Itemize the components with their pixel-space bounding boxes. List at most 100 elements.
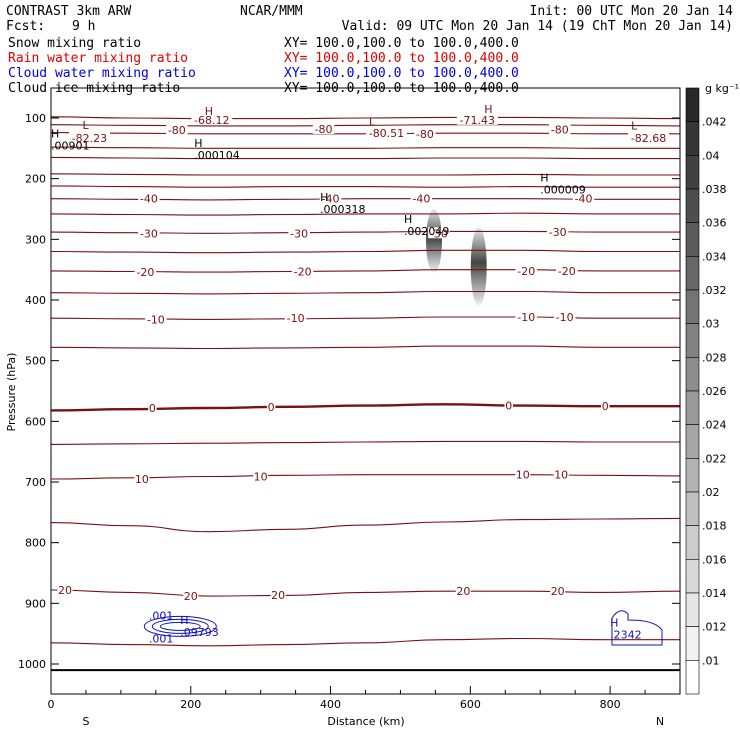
contour-label-bg: [414, 127, 436, 139]
model-title: CONTRAST 3km ARW: [6, 4, 131, 19]
xy-rain: XY= 100.0,100.0 to 100.0,400.0: [284, 51, 519, 66]
cloud-water-label: .001: [149, 633, 174, 646]
colorbar-swatch: [685, 525, 700, 560]
contour-label-bg: [410, 192, 433, 204]
contour-label: -40: [575, 193, 593, 206]
colorbar-tick-label: .014: [702, 587, 727, 600]
contour-label: -10: [147, 313, 165, 326]
isotherm--65: [51, 132, 680, 135]
marker-value: .000009: [540, 184, 586, 197]
marker-H: H: [484, 103, 492, 116]
contour-label: 10: [554, 469, 568, 482]
contour-label-bg: [134, 472, 150, 484]
isotherm-0: [51, 403, 680, 412]
x-tick-label: 200: [180, 698, 201, 711]
contour-label-bg: [515, 264, 537, 276]
colorbar-unit: g kg⁻¹: [705, 82, 739, 95]
contour-label-bg: [556, 264, 578, 276]
colorbar-swatch: [685, 289, 700, 324]
contour-label-bg: [134, 266, 157, 278]
contour-label-bg: [546, 226, 569, 238]
field-snow: Snow mixing ratio: [8, 36, 141, 51]
y-tick-label: 200: [25, 173, 46, 186]
contour-label-bg: [549, 123, 571, 135]
marker-value: .00901: [51, 139, 90, 152]
y-tick-label: 100: [25, 112, 46, 125]
contour-label-bg: [319, 192, 342, 204]
contour-label-bg: [253, 470, 269, 482]
marker-L: L: [82, 119, 89, 132]
contour-label: -20: [517, 265, 535, 278]
contour-label: 10: [135, 473, 149, 486]
cloud-water-label: .001: [149, 609, 174, 622]
ice-plume-1: [470, 227, 487, 307]
isotherm--60: [51, 146, 680, 149]
marker-value: .2342: [610, 628, 642, 641]
contour-label-bg: [365, 127, 407, 139]
x-tick-label: 400: [320, 698, 341, 711]
contour-label-bg: [138, 227, 160, 239]
marker-value: .002049: [404, 225, 450, 238]
marker-H: H: [180, 614, 188, 627]
isotherm--5: [51, 345, 680, 350]
marker-H: H: [51, 127, 59, 140]
contour-label-bg: [456, 113, 498, 125]
marker-H: H: [194, 137, 202, 150]
x-tick-label: 0: [48, 698, 55, 711]
colorbar-tick-label: .038: [702, 183, 727, 196]
valid-time: Valid: 09 UTC Mon 20 Jan 14 (19 ChT Mon …: [342, 19, 733, 34]
y-tick-label: 500: [25, 355, 46, 368]
south-label: S: [83, 715, 90, 728]
colorbar-tick-label: .03: [702, 318, 720, 331]
y-tick-label: 600: [25, 415, 46, 428]
contour-label: -30: [549, 226, 567, 239]
contour-label: 20: [184, 590, 198, 603]
cloud-water-contour-1: [151, 618, 209, 634]
contour-label: -10: [517, 311, 535, 324]
marker-H: H: [610, 616, 618, 629]
y-tick-label: 300: [25, 233, 46, 246]
xy-top: XY= 100.0,100.0 to 100.0,400.0: [284, 36, 519, 51]
colorbar-swatch: [685, 121, 700, 156]
contour-label: 20: [456, 585, 470, 598]
contour-label-bg: [291, 265, 314, 277]
isotherm-15: [51, 517, 680, 533]
contour-label: 20: [271, 589, 285, 602]
forecast-hour: 9 h: [72, 19, 95, 34]
x-tick-label: 800: [600, 698, 621, 711]
contour-label-bg: [553, 468, 569, 480]
contour-label-bg: [138, 192, 160, 204]
contour-label-bg: [266, 400, 276, 412]
colorbar-tick-label: .026: [702, 385, 727, 398]
contour-label-bg: [504, 399, 514, 411]
contour-label-bg: [312, 122, 335, 134]
contour-label: -40: [140, 193, 158, 206]
colorbar-swatch: [685, 222, 700, 257]
contour-label: -80.51: [369, 127, 404, 140]
colorbar-swatch: [685, 491, 700, 526]
colorbar-swatch: [685, 424, 700, 459]
plot-area: -68.12 -82.23 -80 -80 -80.51 -80 -80 -71.43 -82.…: [18, 87, 681, 711]
north-label: N: [656, 715, 664, 728]
contour-label: 0: [149, 402, 156, 415]
marker-H: H: [205, 105, 213, 118]
plot-frame: [50, 87, 681, 695]
contour-label: -20: [136, 266, 154, 279]
colorbar-swatch: [685, 559, 700, 594]
contour-label-bg: [183, 590, 199, 602]
colorbar-tick-label: .016: [702, 553, 727, 566]
xy-cloud-water: XY= 100.0,100.0 to 100.0,400.0: [284, 66, 519, 81]
contour-label: -82.68: [631, 132, 666, 145]
contour-label-bg: [145, 313, 167, 325]
marker-value: .09793: [180, 626, 219, 639]
colorbar-tick-label: .04: [702, 149, 720, 162]
isotherm-10: [51, 474, 680, 480]
ice-plume-0: [425, 209, 442, 273]
contour-label: -30: [290, 227, 308, 240]
colorbar-tick-label: .034: [702, 250, 727, 263]
marker-H: H: [320, 191, 328, 204]
colorbar-swatch: [685, 323, 700, 358]
marker-H: H: [404, 213, 412, 226]
org-label: NCAR/MMM: [240, 4, 303, 19]
